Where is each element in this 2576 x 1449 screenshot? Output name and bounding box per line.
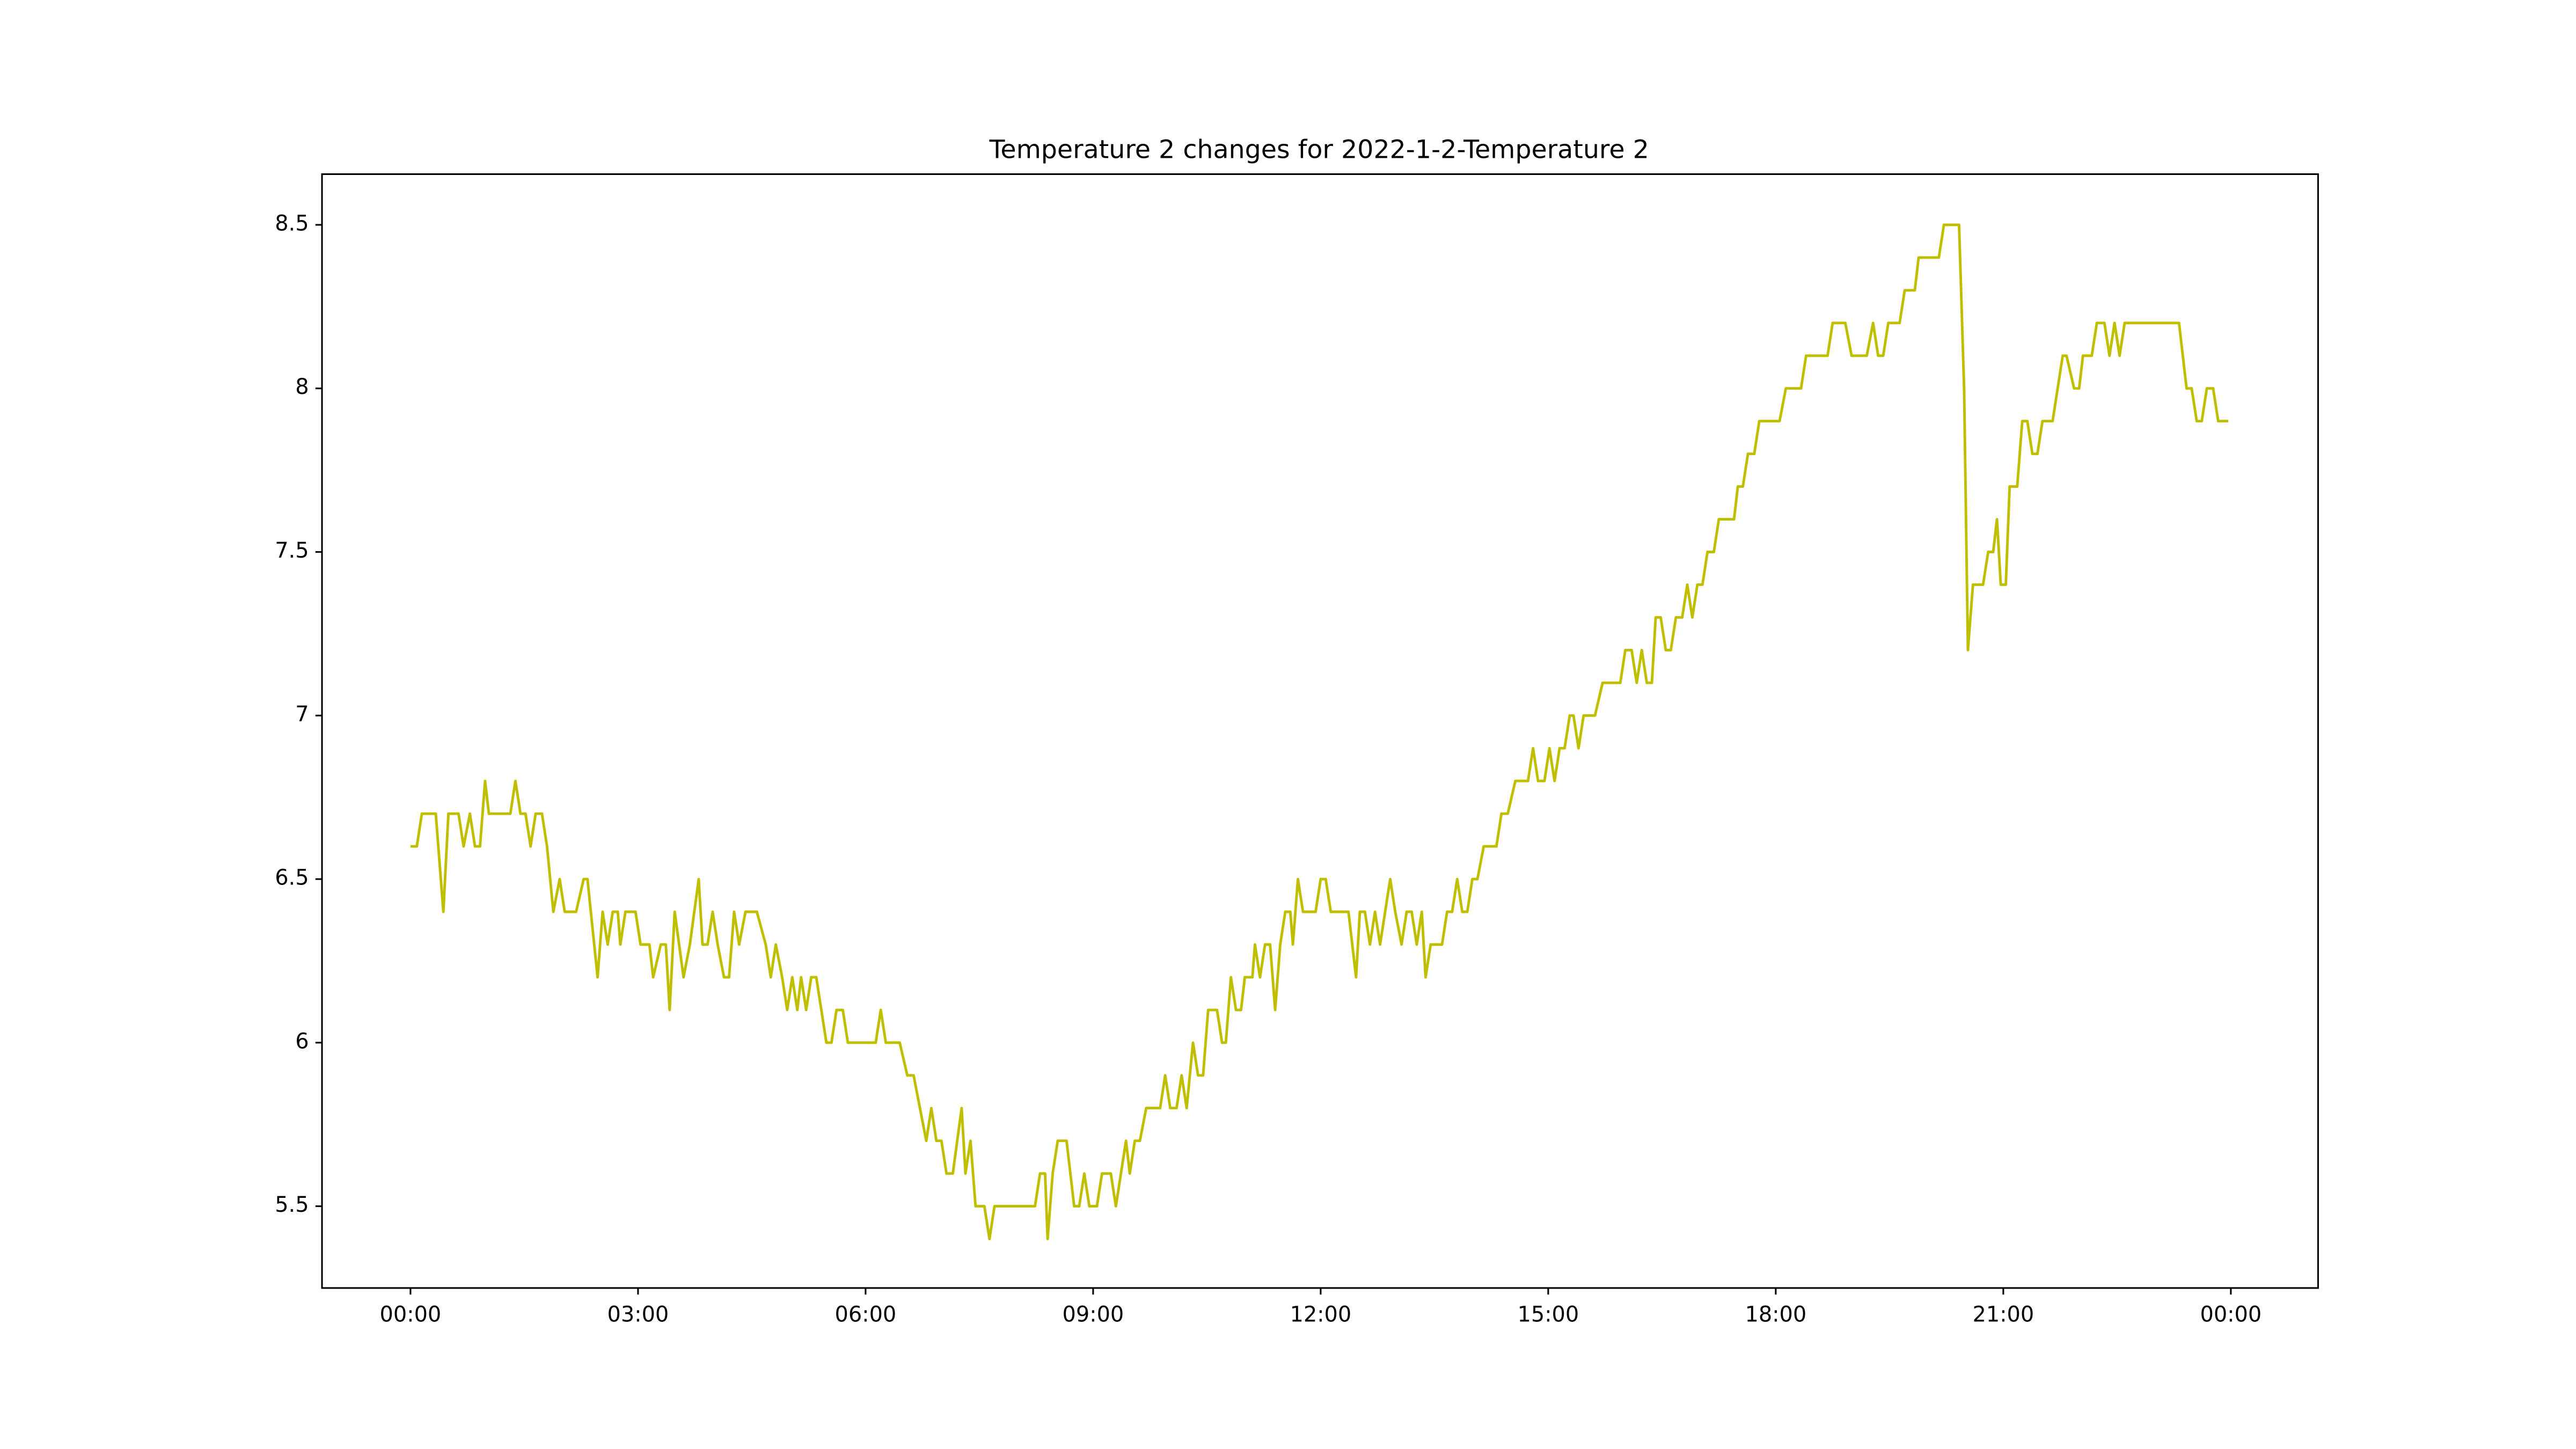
plot-area: 5.5 6 6.5 7 7.5 8 8.5 00:00 03:00 06:00 09:00 12:00… <box>275 211 2262 1327</box>
y-tick-label: 8.5 <box>275 211 309 236</box>
x-tick-label: 18:00 <box>1745 1302 1807 1327</box>
x-tick-label: 00:00 <box>2200 1302 2262 1327</box>
y-tick-label: 6.5 <box>275 866 309 890</box>
data-line <box>410 223 2229 1241</box>
chart-title: Temperature 2 changes for 2022-1-2-Tempe… <box>989 135 1649 165</box>
y-tick-label: 5.5 <box>275 1192 309 1217</box>
x-tick-label: 06:00 <box>835 1302 897 1327</box>
x-tick-label: 15:00 <box>1518 1302 1579 1327</box>
x-tick-label: 21:00 <box>1973 1302 2035 1327</box>
axes-frame <box>321 173 2319 1289</box>
x-tick-label: 03:00 <box>608 1302 669 1327</box>
x-tick-label: 00:00 <box>380 1302 442 1327</box>
y-tick-label: 6 <box>295 1029 309 1053</box>
y-tick-label: 7 <box>295 702 309 727</box>
x-tick-label: 09:00 <box>1063 1302 1124 1327</box>
x-tick-label: 12:00 <box>1290 1302 1352 1327</box>
y-tick-label: 7.5 <box>275 538 309 563</box>
y-tick-label: 8 <box>295 375 309 399</box>
